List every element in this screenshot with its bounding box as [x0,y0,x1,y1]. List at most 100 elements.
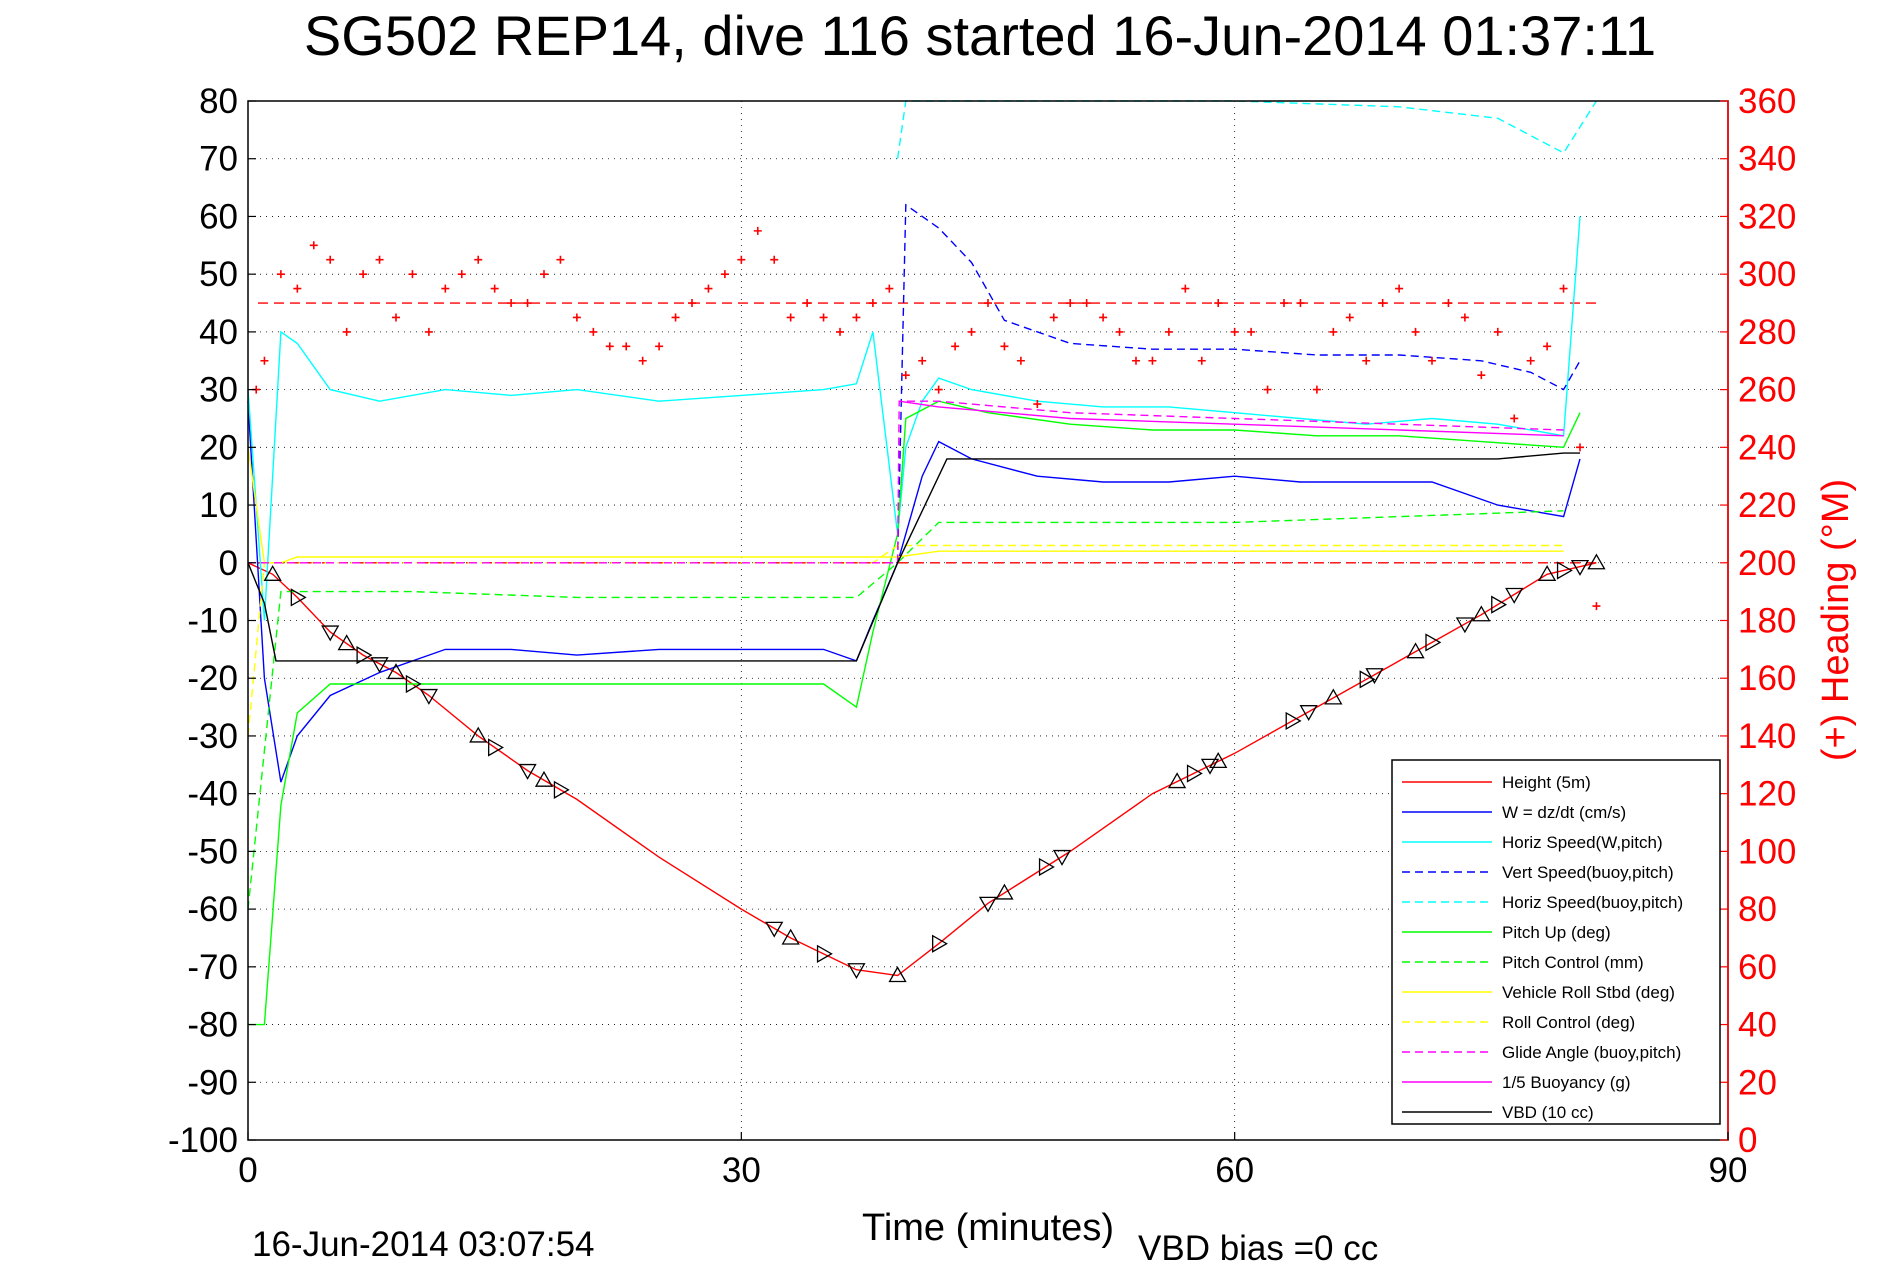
triangle-marker [932,934,948,953]
heading-point [605,342,614,351]
right-tick-label: 0 [1738,1121,1757,1160]
heading-point [589,327,598,336]
triangle-marker [1299,705,1318,722]
x-tick-label: 60 [1215,1151,1254,1190]
heading-point [885,284,894,293]
y-tick-label: -90 [187,1063,238,1102]
heading-point [424,327,433,336]
heading-point [1444,299,1453,308]
y-tick-label: 50 [199,255,238,294]
heading-point [1099,313,1108,322]
triangle-marker [534,770,554,787]
triangle-marker [405,674,422,694]
triangle-marker [419,688,439,705]
triangle-marker [263,565,282,581]
heading-point [737,255,746,264]
triangle-marker [321,625,340,642]
heading-point [934,385,943,394]
triangle-marker [1472,605,1491,622]
heading-point [1477,371,1486,380]
y-tick-label: 30 [199,371,238,410]
triangle-marker [978,896,998,913]
heading-point [507,299,516,308]
y-tick-label: 20 [199,428,238,467]
y-tick-label: 40 [199,313,238,352]
triangle-marker [1209,752,1228,768]
series-line [248,400,1564,564]
heading-point [326,255,335,264]
legend-label: Glide Angle (buoy,pitch) [1502,1043,1681,1062]
heading-point [1592,602,1601,611]
heading-point [868,299,877,308]
footer-timestamp: 16-Jun-2014 03:07:54 [252,1225,595,1262]
heading-point [753,226,762,235]
y-tick-label: 80 [199,82,238,121]
heading-point [1181,284,1190,293]
heading-point [704,284,713,293]
series-line [247,510,1564,910]
heading-point [1526,356,1535,365]
legend-label: Horiz Speed(buoy,pitch) [1502,893,1683,912]
series-line [247,447,1564,564]
right-tick-label: 40 [1738,1006,1777,1045]
heading-point [1132,356,1140,365]
right-tick-label: 200 [1738,544,1796,583]
heading-point [1247,327,1256,336]
triangle-marker [781,928,800,945]
triangle-marker [995,883,1014,900]
right-tick-label: 80 [1738,890,1777,929]
heading-point [1049,313,1058,322]
y-tick-label: 0 [219,544,238,583]
triangle-marker [290,588,307,607]
heading-point [720,270,729,279]
right-tick-label: 360 [1738,82,1796,121]
heading-point [1411,327,1420,336]
x-tick-label: 0 [238,1151,257,1190]
heading-point [474,255,483,264]
heading-point [836,327,844,336]
heading-point [1082,299,1091,308]
triangle-marker [386,663,406,680]
right-tick-label: 20 [1738,1063,1777,1102]
legend-label: Roll Control (deg) [1502,1013,1635,1032]
right-tick-label: 260 [1738,371,1796,410]
right-tick-label: 340 [1738,140,1796,179]
triangle-marker [1167,772,1187,789]
triangle-marker [1038,857,1055,877]
heading-point [852,313,861,322]
triangle-marker [356,646,373,665]
right-tick-label: 180 [1738,602,1796,641]
heading-point [918,356,927,365]
right-tick-label: 300 [1738,255,1796,294]
heading-point [786,313,795,322]
heading-point [1148,356,1157,365]
series-line [896,203,1581,563]
footer-vbd-bias: VBD bias =0 cc [1138,1229,1378,1262]
heading-point [770,255,779,264]
heading-point [655,342,664,351]
heading-point [1460,313,1469,322]
heading-point [803,299,812,308]
right-tick-label: 280 [1738,313,1796,352]
triangle-marker [469,726,488,743]
y-tick-label: -30 [187,717,238,756]
x-tick-label: 90 [1709,1151,1748,1190]
series-line [896,100,1597,159]
heading-point [1576,443,1584,452]
heading-point [1296,299,1305,308]
legend-label: W = dz/dt (cm/s) [1502,803,1626,822]
triangle-marker [1570,559,1590,576]
x-axis-label: Time (minutes) [862,1207,1114,1249]
triangle-marker [1200,758,1220,775]
heading-point [1345,313,1354,322]
chart-title: SG502 REP14, dive 116 started 16-Jun-201… [304,4,1656,67]
heading-point [1362,356,1371,365]
series-line [247,562,1597,977]
triangle-marker [1505,587,1524,604]
legend-label: Vehicle Roll Stbd (deg) [1502,983,1675,1002]
heading-point [276,270,285,279]
triangle-marker [1365,668,1384,685]
series-line [248,400,1581,1026]
heading-point [1016,356,1025,365]
